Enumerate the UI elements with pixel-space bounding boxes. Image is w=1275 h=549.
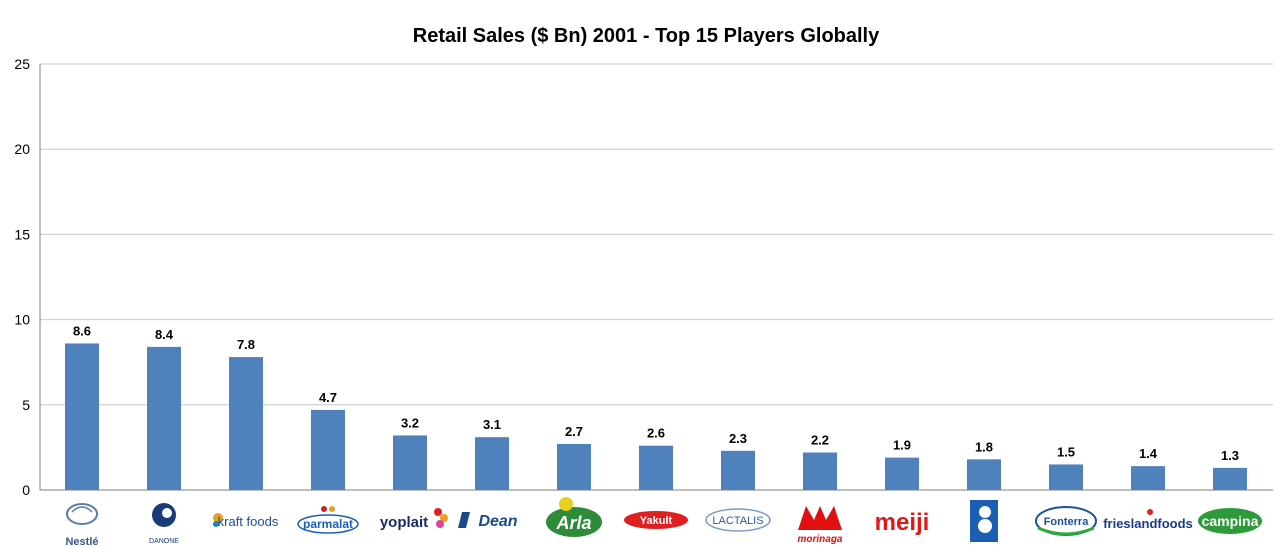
bar-friesland-foods: [1131, 466, 1165, 490]
y-tick-label: 15: [14, 226, 30, 242]
bar-campina: [1213, 467, 1247, 490]
arla-logo: Arla: [546, 497, 602, 537]
svg-text:Fonterra: Fonterra: [1044, 516, 1090, 528]
data-label: 3.2: [401, 415, 419, 430]
bar-lactalis: [721, 450, 755, 490]
bar-fonterra: [1049, 464, 1083, 490]
svg-text:Nestlé: Nestlé: [65, 536, 98, 548]
data-label: 1.8: [975, 439, 993, 454]
y-tick-label: 10: [14, 312, 30, 328]
svg-text:DANONE: DANONE: [149, 538, 179, 545]
yakult-logo: Yakult: [624, 511, 688, 529]
bar-kraft-foods: [229, 357, 263, 490]
svg-text:parmalat: parmalat: [303, 517, 353, 531]
y-tick-label: 5: [22, 397, 30, 413]
bar-yoplait: [393, 435, 427, 490]
bar-danone: [147, 346, 181, 490]
data-label: 1.9: [893, 438, 911, 453]
data-label: 1.4: [1139, 446, 1158, 461]
kraft-foods-logo: kraft foods: [213, 513, 279, 529]
svg-text:Arla: Arla: [555, 513, 591, 533]
chart-title: Retail Sales ($ Bn) 2001 - Top 15 Player…: [413, 25, 880, 47]
campina-logo: campina: [1198, 508, 1262, 534]
data-label: 8.4: [155, 327, 174, 342]
data-label: 4.7: [319, 390, 337, 405]
meiji-logo: meiji: [875, 509, 930, 536]
danone-logo: DANONE: [149, 503, 179, 545]
data-label: 7.8: [237, 337, 255, 352]
bar-nestl-: [65, 343, 99, 490]
bar-morinaga: [803, 452, 837, 490]
data-label: 2.6: [647, 426, 665, 441]
data-label: 3.1: [483, 417, 501, 432]
svg-text:yoplait: yoplait: [380, 514, 428, 531]
lactalis-logo: LACTALIS: [705, 508, 771, 532]
data-label: 2.7: [565, 424, 583, 439]
nestle-logo: Nestlé: [65, 503, 99, 548]
data-label: 1.5: [1057, 444, 1075, 459]
category-logos: Nestlé DANONE kraft foods parmalat yoplait De…: [65, 497, 1262, 548]
y-tick-label: 20: [14, 141, 30, 157]
svg-text:Dean: Dean: [478, 513, 517, 530]
bars: [65, 343, 1247, 490]
svg-text:frieslandfoods: frieslandfoods: [1103, 516, 1193, 531]
morinaga-logo: morinaga: [797, 506, 843, 545]
svg-text:kraft foods: kraft foods: [218, 514, 279, 529]
data-label: 2.3: [729, 431, 747, 446]
y-tick-label: 25: [14, 56, 30, 72]
bongrain-logo: [970, 500, 998, 542]
data-label: 2.2: [811, 433, 829, 448]
bar-dean: [475, 437, 509, 490]
y-tick-label: 0: [22, 482, 30, 498]
bar-arla: [557, 443, 591, 490]
dean-logo: Dean: [458, 512, 518, 530]
fonterra-logo: Fonterra: [1035, 506, 1097, 536]
svg-text:morinaga: morinaga: [797, 534, 842, 545]
parmalat-logo: parmalat: [297, 506, 359, 534]
data-labels: 8.6 8.4 7.8 4.7 3.2 3.1 2.7 2.6 2.3 2.2 1.9 1.8 1.5 1…: [73, 323, 1239, 462]
friesland-foods-logo: frieslandfoods: [1103, 509, 1193, 531]
bar-meiji: [885, 457, 919, 490]
bar-yakult: [639, 445, 673, 490]
svg-text:LACTALIS: LACTALIS: [712, 515, 763, 527]
data-label: 8.6: [73, 323, 91, 338]
bar-parmalat: [311, 409, 345, 490]
data-label: 1.3: [1221, 448, 1239, 463]
y-axis-ticks: 0 5 10 15 20 25: [14, 56, 30, 498]
svg-text:campina: campina: [1202, 513, 1259, 529]
yoplait-logo: yoplait: [380, 508, 448, 531]
bar-bongrain: [967, 459, 1001, 490]
svg-text:Yakult: Yakult: [640, 515, 673, 527]
svg-text:meiji: meiji: [875, 509, 930, 536]
